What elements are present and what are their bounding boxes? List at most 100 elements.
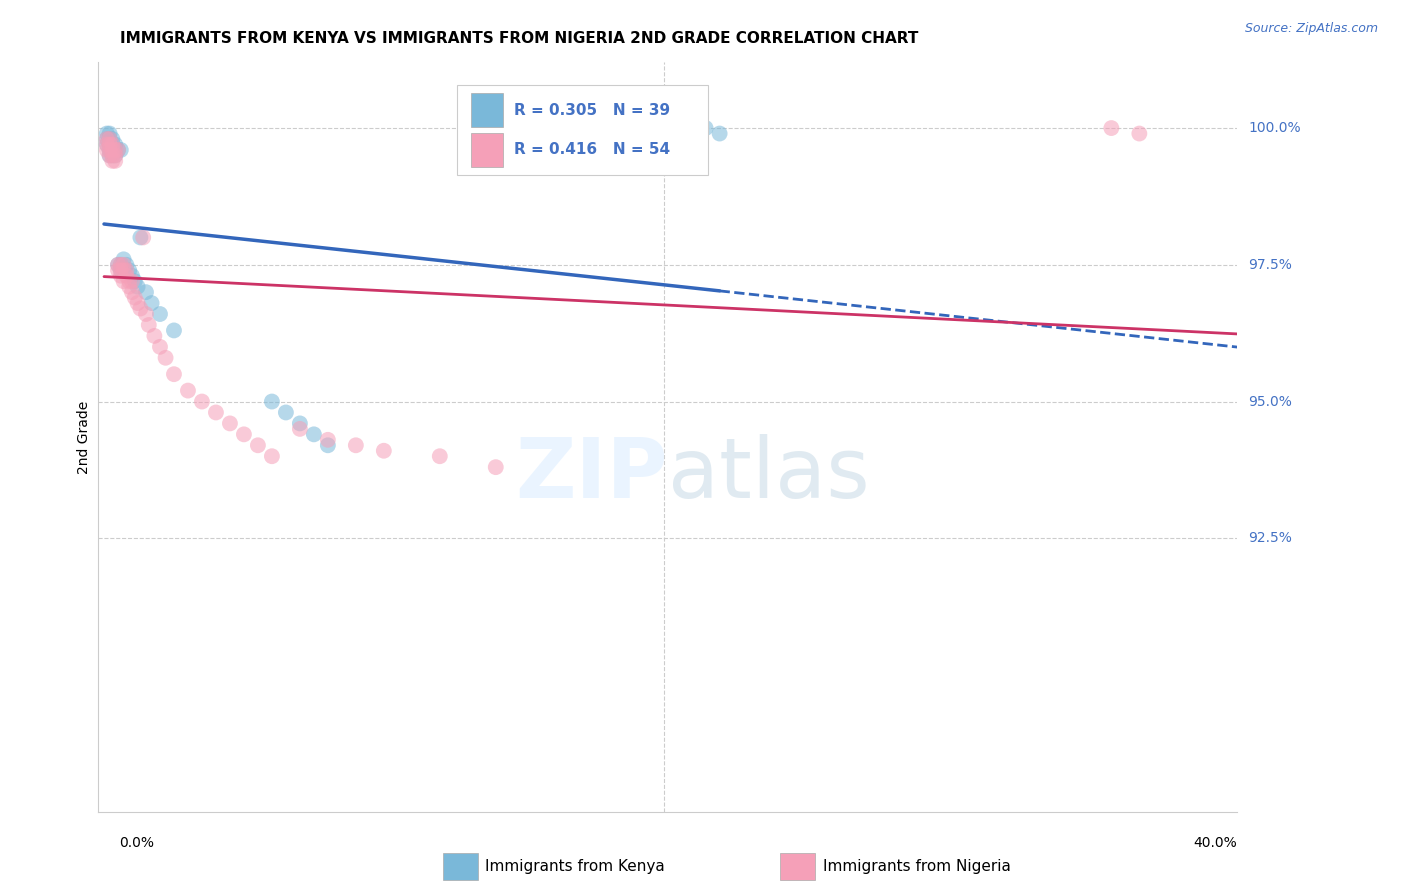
Text: 100.0%: 100.0% xyxy=(1249,121,1301,135)
Point xyxy=(127,279,149,293)
Point xyxy=(110,143,132,157)
FancyBboxPatch shape xyxy=(471,94,503,127)
Point xyxy=(98,148,121,162)
Point xyxy=(107,143,129,157)
Point xyxy=(101,137,124,152)
Point xyxy=(101,148,124,162)
Point xyxy=(96,143,118,157)
Point xyxy=(177,384,200,398)
Point xyxy=(101,148,124,162)
Point xyxy=(155,351,177,365)
Point xyxy=(260,394,283,409)
Point xyxy=(98,137,121,152)
Text: 95.0%: 95.0% xyxy=(1249,394,1292,409)
Text: 40.0%: 40.0% xyxy=(1194,836,1237,850)
Point xyxy=(101,143,124,157)
Point xyxy=(121,268,143,283)
Point xyxy=(96,127,118,141)
Point xyxy=(373,443,395,458)
Point xyxy=(232,427,254,442)
Point xyxy=(129,301,152,316)
Text: 97.5%: 97.5% xyxy=(1249,258,1292,272)
Point xyxy=(485,460,508,475)
Text: ZIP: ZIP xyxy=(516,434,668,515)
Point xyxy=(1128,127,1150,141)
Point xyxy=(127,296,149,310)
Point xyxy=(96,137,118,152)
Point xyxy=(98,137,121,152)
Point xyxy=(143,329,166,343)
Point xyxy=(149,340,172,354)
FancyBboxPatch shape xyxy=(457,85,707,175)
Point xyxy=(110,258,132,272)
Text: atlas: atlas xyxy=(668,434,869,515)
Point xyxy=(101,153,124,168)
Text: IMMIGRANTS FROM KENYA VS IMMIGRANTS FROM NIGERIA 2ND GRADE CORRELATION CHART: IMMIGRANTS FROM KENYA VS IMMIGRANTS FROM… xyxy=(120,31,918,46)
Point xyxy=(104,148,127,162)
Point xyxy=(101,143,124,157)
Point xyxy=(110,263,132,277)
Point xyxy=(107,258,129,272)
Point xyxy=(96,132,118,146)
Point xyxy=(110,268,132,283)
Text: Immigrants from Nigeria: Immigrants from Nigeria xyxy=(823,859,1011,873)
Point xyxy=(302,427,325,442)
Point xyxy=(110,263,132,277)
Point xyxy=(96,132,118,146)
Point xyxy=(132,230,155,244)
Point xyxy=(163,367,186,381)
Point xyxy=(191,394,214,409)
Point xyxy=(260,449,283,463)
Text: 92.5%: 92.5% xyxy=(1249,532,1292,545)
Point xyxy=(107,258,129,272)
Point xyxy=(96,137,118,152)
Text: Immigrants from Kenya: Immigrants from Kenya xyxy=(485,859,665,873)
Point xyxy=(695,121,717,136)
Point xyxy=(288,422,311,436)
Point xyxy=(316,438,339,452)
Point xyxy=(98,143,121,157)
Point xyxy=(135,285,157,300)
Point xyxy=(104,137,127,152)
Point xyxy=(104,148,127,162)
Point xyxy=(118,279,141,293)
Point xyxy=(274,405,297,419)
FancyBboxPatch shape xyxy=(471,133,503,167)
Point xyxy=(98,132,121,146)
Point xyxy=(112,258,135,272)
Point xyxy=(344,438,367,452)
Point xyxy=(107,143,129,157)
Point xyxy=(98,132,121,146)
Point xyxy=(115,258,138,272)
Point xyxy=(205,405,228,419)
Point xyxy=(138,318,160,332)
Point xyxy=(118,263,141,277)
Point xyxy=(124,291,146,305)
Point xyxy=(316,433,339,447)
Text: R = 0.416   N = 54: R = 0.416 N = 54 xyxy=(515,142,671,157)
Point xyxy=(107,263,129,277)
Point xyxy=(141,296,163,310)
Point xyxy=(288,417,311,431)
Point xyxy=(135,307,157,321)
Text: Source: ZipAtlas.com: Source: ZipAtlas.com xyxy=(1244,22,1378,36)
Point xyxy=(104,143,127,157)
Point xyxy=(104,143,127,157)
Point xyxy=(112,263,135,277)
Point xyxy=(110,258,132,272)
Point xyxy=(98,127,121,141)
Point xyxy=(163,323,186,337)
Point xyxy=(121,285,143,300)
Point xyxy=(118,274,141,288)
Point xyxy=(112,263,135,277)
Point xyxy=(112,252,135,267)
Point xyxy=(246,438,269,452)
Point xyxy=(219,417,242,431)
Point xyxy=(121,274,143,288)
Text: 0.0%: 0.0% xyxy=(120,836,155,850)
Text: R = 0.305   N = 39: R = 0.305 N = 39 xyxy=(515,103,671,118)
Point xyxy=(104,153,127,168)
Point xyxy=(112,274,135,288)
Point xyxy=(98,143,121,157)
Point xyxy=(124,274,146,288)
